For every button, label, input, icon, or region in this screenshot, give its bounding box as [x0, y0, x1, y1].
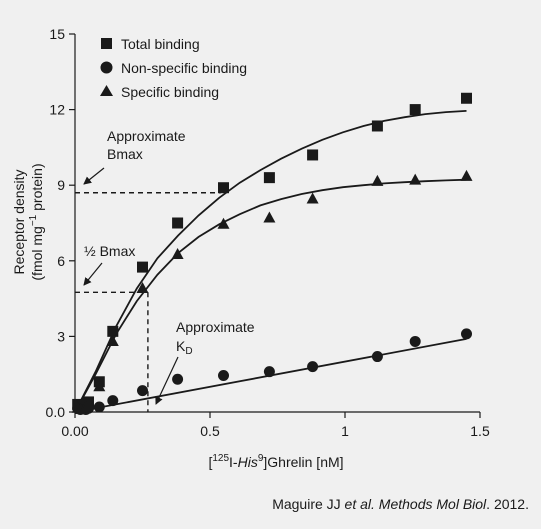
x-tick-label: 0.5 — [200, 423, 220, 439]
point-total — [307, 149, 319, 161]
reference-lines — [75, 192, 221, 412]
annotation-kd-line2: KD — [176, 338, 193, 357]
point-specific — [82, 397, 95, 409]
y-tick-label: 12 — [49, 102, 65, 118]
legend-label-nonspecific: Non-specific binding — [121, 60, 247, 76]
point-nonspecific — [461, 328, 472, 340]
point-specific — [409, 173, 422, 185]
y-axis-label-line2: (fmol mg−1 protein) — [28, 163, 45, 280]
legend-marker-specific — [100, 85, 113, 96]
data-points — [71, 92, 473, 415]
point-specific — [263, 211, 276, 223]
y-tick-label: 0.0 — [46, 404, 66, 420]
annotation-bmax-line1: Approximate — [107, 128, 186, 144]
point-total — [461, 92, 472, 104]
point-specific — [371, 174, 384, 186]
point-total — [409, 104, 421, 116]
citation: Maguire JJ et al. Methods Mol Biol. 2012… — [272, 496, 529, 512]
axes: 0.00 0.5 1 1.5 0.0 3 6 9 12 15 — [46, 26, 490, 439]
annotation-bmax-arrow — [83, 167, 105, 185]
axis-labels: [125I-His9]Ghrelin [nM] Receptor density… — [11, 163, 344, 470]
fit-curve-total — [74, 110, 467, 413]
annotation-kd-k: K — [176, 338, 186, 354]
y-tick-label: 6 — [57, 253, 65, 269]
annotation-kd-arrow — [155, 356, 179, 405]
annotation-bmax-line2: Bmax — [107, 146, 143, 162]
point-specific — [460, 169, 473, 181]
annotation-kd-sub: D — [185, 346, 192, 357]
point-specific — [93, 380, 106, 392]
x-axis-label: [125I-His9]Ghrelin [nM] — [208, 453, 343, 470]
legend-label-total: Total binding — [121, 36, 200, 52]
point-specific — [171, 248, 184, 259]
point-nonspecific — [263, 366, 275, 378]
y-tick-label: 9 — [57, 177, 65, 193]
point-nonspecific — [137, 385, 148, 397]
point-specific — [136, 282, 149, 294]
point-specific — [306, 192, 319, 204]
legend-label-specific: Specific binding — [121, 84, 219, 100]
y-tick-label: 15 — [49, 26, 65, 42]
point-total — [107, 325, 119, 337]
point-nonspecific — [93, 401, 105, 413]
point-nonspecific — [307, 361, 319, 373]
point-total — [137, 261, 148, 273]
annotation-kd-line1: Approximate — [176, 319, 255, 335]
point-specific — [106, 334, 119, 346]
point-nonspecific — [218, 369, 229, 381]
point-total — [263, 172, 275, 184]
annotations: Approximate Bmax ½ Bmax Approximate KD — [83, 128, 255, 405]
point-total — [218, 182, 229, 194]
legend-marker-nonspecific — [100, 61, 113, 74]
point-nonspecific — [409, 335, 421, 347]
point-specific — [217, 217, 230, 229]
y-axis-label-line1: Receptor density — [11, 169, 27, 274]
annotation-half-bmax: ½ Bmax — [84, 243, 135, 259]
legend: Total binding Non-specific binding Speci… — [100, 36, 247, 100]
point-total — [371, 120, 383, 132]
point-nonspecific — [107, 395, 119, 407]
point-nonspecific — [371, 351, 383, 363]
annotation-half-bmax-arrow — [83, 262, 103, 286]
point-nonspecific — [172, 373, 184, 385]
x-tick-label: 1 — [341, 423, 349, 439]
x-tick-label: 1.5 — [470, 423, 490, 439]
x-tick-label: 0.00 — [61, 423, 88, 439]
fit-curve-specific — [74, 178, 467, 413]
y-tick-label: 3 — [57, 328, 65, 344]
point-total — [172, 217, 184, 229]
legend-marker-total — [101, 38, 112, 49]
